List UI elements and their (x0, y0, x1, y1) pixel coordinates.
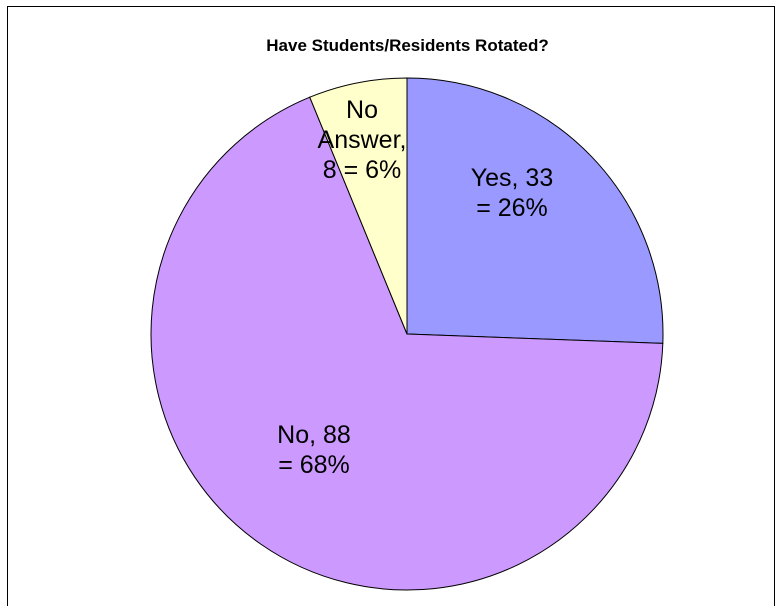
slice-label-line: = 68% (278, 451, 350, 479)
slice-label-yes: Yes, 33 = 26% (462, 163, 562, 223)
slice-label-line: Yes, 33 (470, 164, 554, 192)
slice-label-no: No, 88 = 68% (264, 420, 364, 480)
chart-title: Have Students/Residents Rotated? (266, 36, 549, 55)
slice-label-line: No (346, 96, 378, 124)
slice-label-line: No, 88 (277, 421, 351, 449)
slice-label-line: 8 = 6% (322, 156, 402, 184)
pie-slice-no-answer (309, 77, 408, 335)
slice-label-no-answer: No Answer, 8 = 6% (312, 95, 412, 185)
slice-label-line: Answer, (317, 126, 407, 154)
pie-slice-yes (406, 77, 664, 344)
pie-slice-no (150, 96, 664, 591)
slice-label-line: = 26% (476, 194, 548, 222)
